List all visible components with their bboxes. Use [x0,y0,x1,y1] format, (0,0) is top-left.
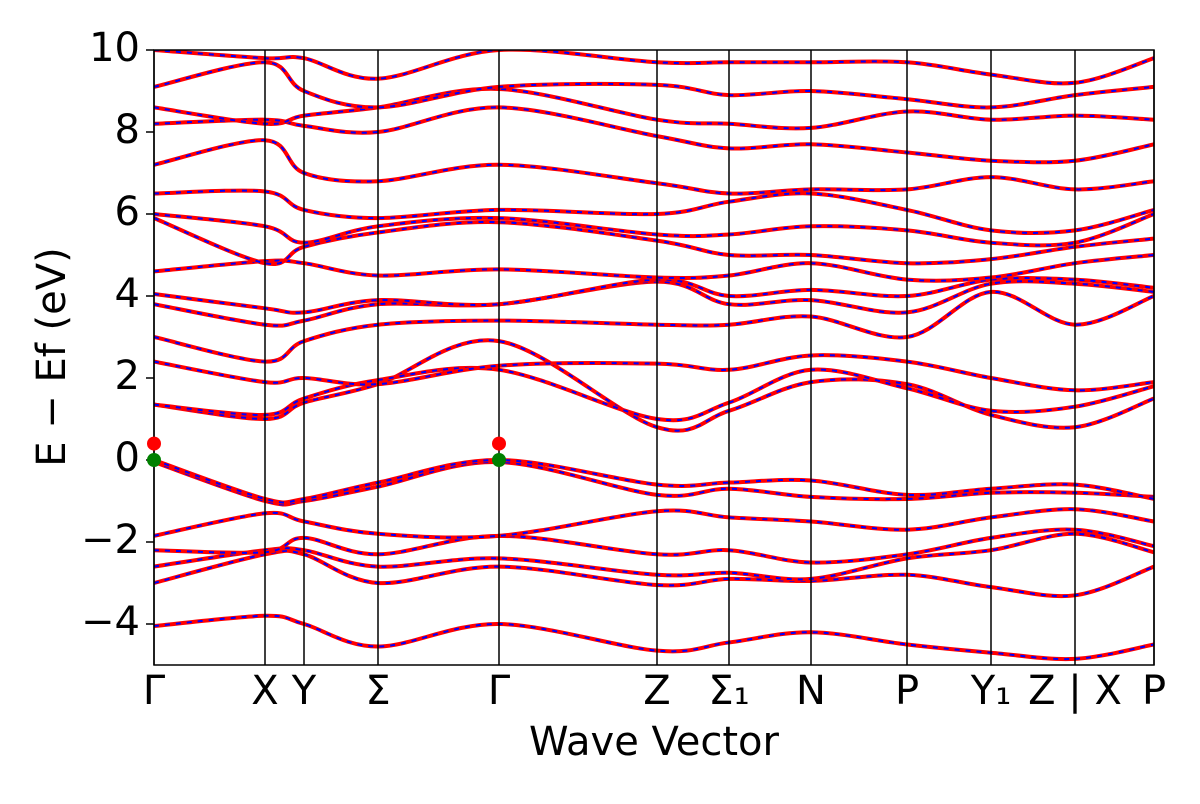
x-tick-label: Γ [143,668,166,714]
x-tick-label: Z [643,668,670,714]
y-tick-label: 2 [115,353,140,399]
y-tick-label: 0 [115,435,140,481]
y-tick-label: −4 [81,599,140,645]
x-tick-label: Y [291,668,317,714]
band-edge-marker [492,453,506,467]
x-tick-label: X [251,668,278,714]
band-edge-marker [147,453,161,467]
y-tick-label: 6 [115,189,140,235]
x-tick-label: Γ [488,668,511,714]
x-axis-label: Wave Vector [529,719,780,765]
band-edge-marker [147,436,161,451]
band-dash [154,528,1154,564]
y-tick-label: 4 [115,271,140,317]
band-edge-marker [492,436,506,451]
y-axis-label: E − Ef (eV) [29,247,75,466]
band-dash [154,532,1154,581]
band-dash [154,254,1154,282]
y-tick-label: 8 [115,107,140,153]
band-dash [154,61,1154,109]
x-tick-label: Σ₁ [708,668,749,714]
x-tick-label: N [796,668,826,714]
x-tick-label: Z | X [1028,668,1122,714]
x-tick-label: Y₁ [970,668,1011,714]
band-dash [154,50,1154,85]
x-tick-label: Σ [365,668,390,714]
y-tick-label: −2 [81,517,140,563]
y-tick-label: 10 [89,25,140,71]
x-tick-label: P [895,668,919,714]
x-tick-label: P [1142,668,1166,714]
band-dash [154,290,1154,363]
